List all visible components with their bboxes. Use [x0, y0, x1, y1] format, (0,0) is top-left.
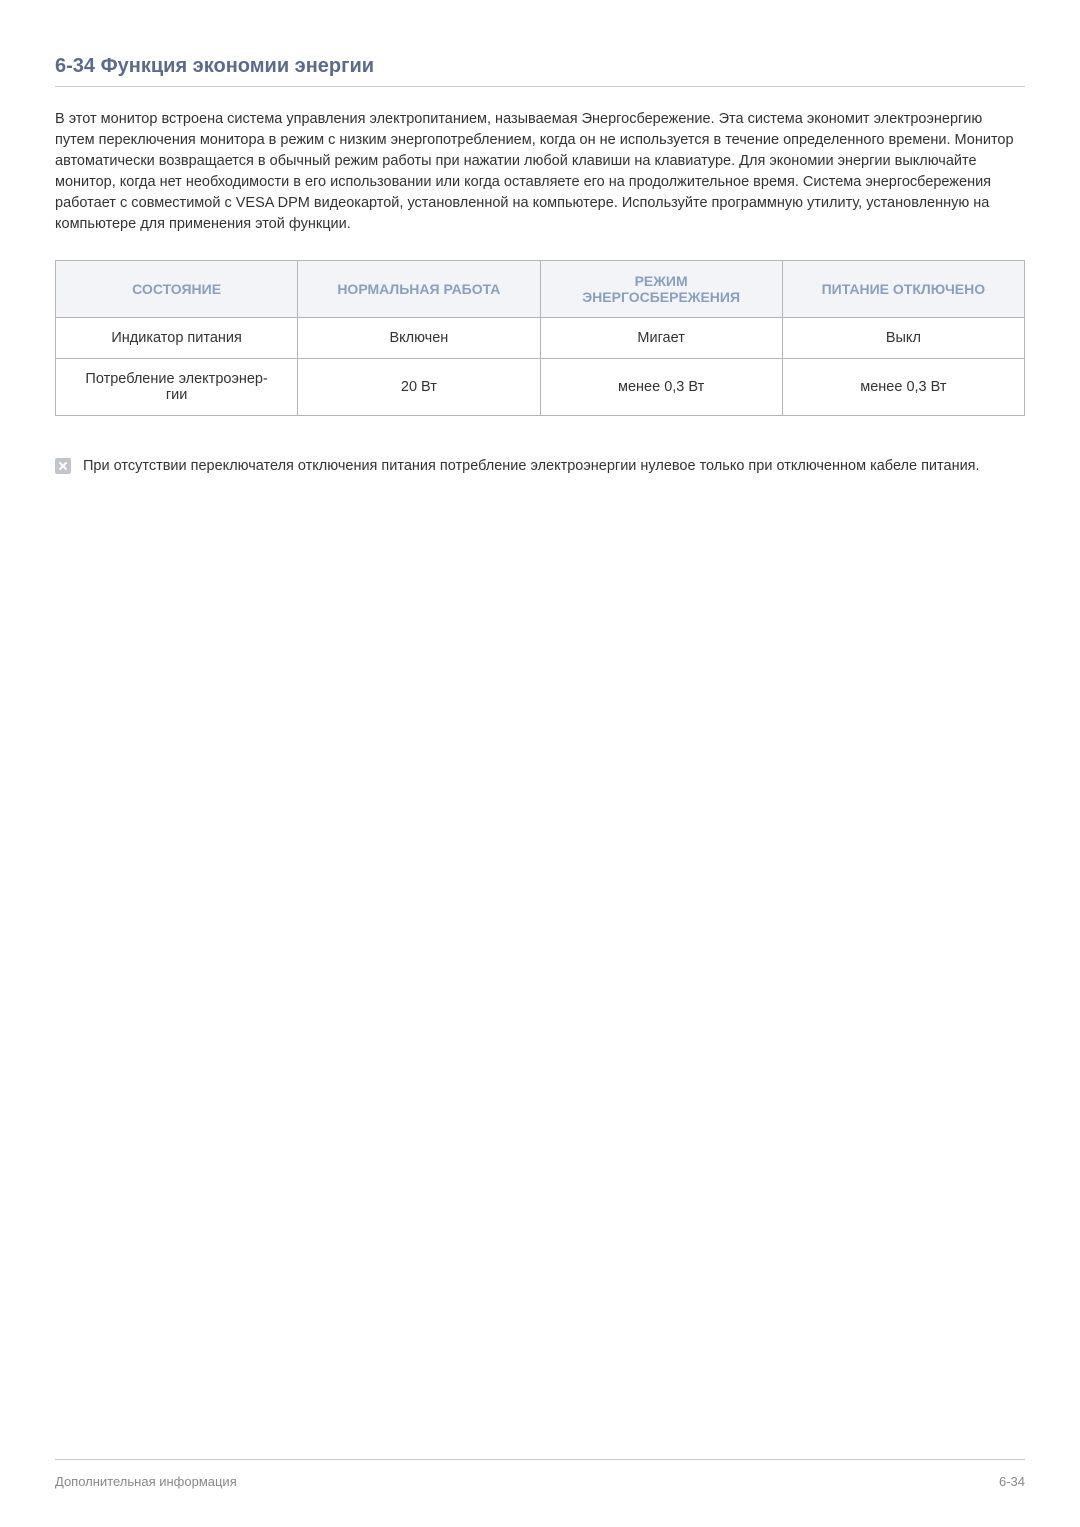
table-cell: Индикатор питания — [56, 318, 298, 359]
note-text: При отсутствии переключателя отключения … — [83, 456, 980, 477]
table-cell: менее 0,3 Вт — [782, 359, 1024, 416]
note-block: При отсутствии переключателя отключения … — [55, 456, 1025, 477]
table-cell: Включен — [298, 318, 540, 359]
table-row: Индикатор питания Включен Мигает Выкл — [56, 318, 1025, 359]
table-header-mode: РЕЖИМ ЭНЕРГОСБЕРЕЖЕНИЯ — [540, 261, 782, 318]
footer-right: 6-34 — [999, 1474, 1025, 1489]
table-cell-line1: Потребление электроэнер- — [85, 371, 267, 387]
table-header-mode-line2: ЭНЕРГОСБЕРЕЖЕНИЯ — [582, 289, 740, 305]
table-header-normal: НОРМАЛЬНАЯ РАБОТА — [298, 261, 540, 318]
body-paragraph: В этот монитор встроена система управлен… — [55, 109, 1025, 235]
page-footer: Дополнительная информация 6-34 — [55, 1459, 1025, 1489]
table-cell: Потребление электроэнер- гии — [56, 359, 298, 416]
table-row: Потребление электроэнер- гии 20 Вт менее… — [56, 359, 1025, 416]
table-header-off: ПИТАНИЕ ОТКЛЮЧЕНО — [782, 261, 1024, 318]
table-header-row: СОСТОЯНИЕ НОРМАЛЬНАЯ РАБОТА РЕЖИМ ЭНЕРГО… — [56, 261, 1025, 318]
table-cell: Выкл — [782, 318, 1024, 359]
power-table: СОСТОЯНИЕ НОРМАЛЬНАЯ РАБОТА РЕЖИМ ЭНЕРГО… — [55, 260, 1025, 416]
table-header-mode-line1: РЕЖИМ — [635, 273, 688, 289]
table-cell: менее 0,3 Вт — [540, 359, 782, 416]
section-heading: 6-34 Функция экономии энергии — [55, 55, 1025, 87]
table-header-state: СОСТОЯНИЕ — [56, 261, 298, 318]
table-cell: 20 Вт — [298, 359, 540, 416]
note-icon — [55, 458, 71, 474]
table-cell-line2: гии — [166, 387, 188, 403]
footer-left: Дополнительная информация — [55, 1474, 237, 1489]
table-cell: Мигает — [540, 318, 782, 359]
